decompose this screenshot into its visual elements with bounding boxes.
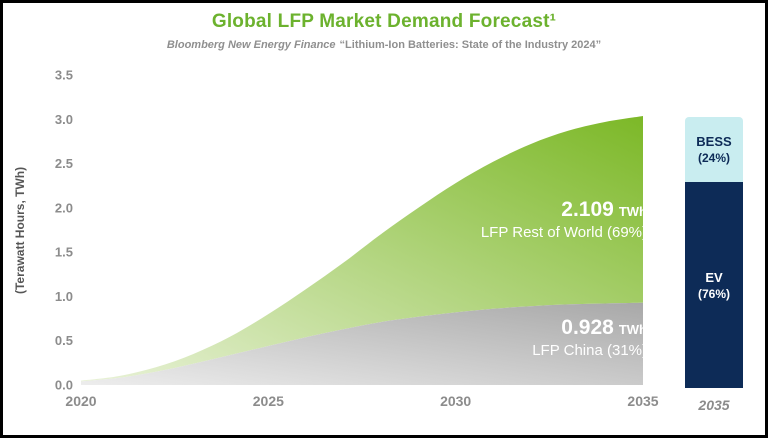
- row-value: 2.109: [561, 198, 614, 221]
- china-value: 0.928: [561, 316, 614, 339]
- bar-segment: EV (76%): [685, 182, 743, 388]
- subtitle-source: Bloomberg New Energy Finance: [166, 39, 336, 51]
- svg-text:0.0: 0.0: [55, 378, 73, 393]
- row-label: LFP Rest of World (69%): [480, 224, 647, 242]
- svg-text:2.0: 2.0: [55, 200, 73, 215]
- annotation-rest-of-world: 2.109 TWh LFP Rest of World (69%): [363, 197, 647, 243]
- bar-segment-pct: (24%): [697, 151, 730, 166]
- bar-axis-label-2035: 2035: [698, 397, 730, 413]
- bar-segment: BESS (24%): [685, 117, 743, 183]
- annotation-china: 0.928 TWh LFP China (31%): [363, 315, 647, 361]
- svg-text:2020: 2020: [65, 393, 96, 409]
- bar-segment-label: EV: [705, 269, 723, 285]
- subtitle-report: “Lithium-Ion Batteries: State of the Ind…: [339, 39, 602, 51]
- svg-text:2025: 2025: [253, 393, 284, 409]
- svg-text:2035: 2035: [627, 393, 658, 409]
- stacked-bar-2035: BESS (24%) EV (76%): [685, 117, 743, 388]
- svg-text:1.5: 1.5: [55, 245, 73, 260]
- annotation-row-value: 2.109 TWh: [363, 197, 647, 223]
- stacked-area-chart: 0.0 0.5 1.0 1.5 2.0 2.5 3.0 3.5 2020 2025 2030 2035: [55, 68, 659, 410]
- svg-text:1.0: 1.0: [55, 289, 73, 304]
- svg-text:3.0: 3.0: [55, 112, 73, 127]
- y-axis-label: (Terawatt Hours, TWh): [13, 166, 27, 294]
- svg-text:2030: 2030: [440, 393, 471, 409]
- row-unit: TWh: [618, 204, 647, 219]
- bar-segment-pct: (76%): [697, 286, 730, 301]
- annotation-china-value: 0.928 TWh: [363, 315, 647, 341]
- svg-text:0.5: 0.5: [55, 333, 73, 348]
- china-unit: TWh: [618, 322, 647, 337]
- chart-subtitle: Bloomberg New Energy Finance “Lithium-Ion…: [3, 39, 765, 51]
- china-label: LFP China (31%): [532, 342, 647, 360]
- svg-text:2.5: 2.5: [55, 156, 73, 171]
- bar-segment-label: BESS: [696, 134, 732, 150]
- svg-text:3.5: 3.5: [55, 68, 73, 83]
- chart-title: Global LFP Market Demand Forecast¹: [211, 11, 557, 32]
